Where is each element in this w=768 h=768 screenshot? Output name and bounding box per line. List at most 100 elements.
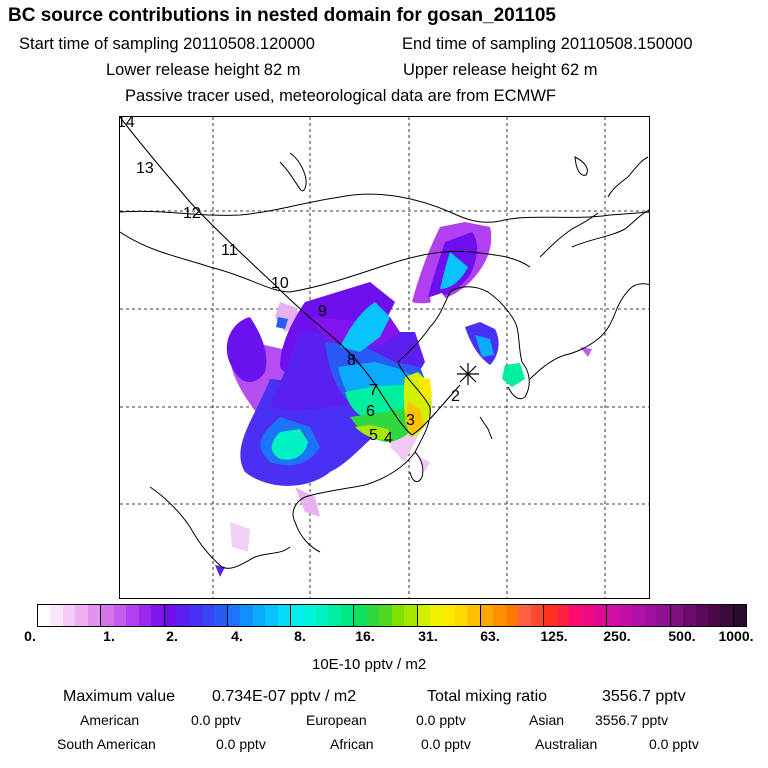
day-label: 10	[271, 275, 289, 292]
colorbar-segment	[265, 605, 278, 626]
colorbar-segment	[733, 605, 747, 626]
colorbar-segment	[569, 605, 582, 626]
day-label: 13	[136, 160, 154, 177]
max-value-label: Maximum value	[63, 688, 176, 705]
colorbar-segment	[708, 605, 721, 626]
colorbar-tick: 4.	[231, 628, 243, 644]
max-value: 0.734E-07 pptv / m2	[212, 688, 357, 705]
colorbar-segment	[430, 605, 443, 626]
start-time-label: Start time of sampling 20110508.120000	[19, 35, 315, 53]
colorbar-segment	[151, 605, 165, 626]
colorbar-segment	[340, 605, 355, 626]
region-label: Asian	[529, 712, 565, 728]
colorbar-segment	[62, 605, 76, 626]
region-label: American	[80, 712, 140, 728]
colorbar-segment	[164, 605, 177, 626]
map-canvas	[120, 117, 649, 598]
region-value: 0.0 pptv	[649, 736, 699, 752]
day-label: 4	[384, 430, 393, 447]
plot-title: BC source contributions in nested domain…	[8, 5, 556, 26]
colorbar-segment	[505, 605, 519, 626]
colorbar-segment	[252, 605, 266, 626]
colorbar-segment	[619, 605, 633, 626]
day-label: 6	[366, 403, 375, 420]
colorbar-segment	[593, 605, 608, 626]
colorbar-tick: 2.	[166, 628, 178, 644]
colorbar-segment	[87, 605, 102, 626]
region-label: Australian	[535, 736, 598, 752]
colorbar-segment	[38, 605, 51, 626]
colorbar-segment	[683, 605, 696, 626]
colorbar-tick: 8.	[294, 628, 306, 644]
lower-release-label: Lower release height 82 m	[106, 61, 301, 79]
colorbar-segment	[214, 605, 228, 626]
colorbar-segment	[101, 605, 114, 626]
region-value: 3556.7 pptv	[595, 712, 669, 728]
colorbar-segment	[291, 605, 304, 626]
region-value: 0.0 pptv	[191, 712, 241, 728]
map-panel: 14 13 12 11 10 9 8 7 6 5 4 3 2	[119, 116, 650, 599]
concentration-field	[215, 222, 592, 577]
colorbar-segment	[354, 605, 367, 626]
region-value: 0.0 pptv	[216, 736, 266, 752]
colorbar-segment	[138, 605, 152, 626]
total-mixing-label: Total mixing ratio	[427, 688, 548, 705]
colorbar-tick: 125.	[540, 628, 568, 644]
colorbar-unit: 10E-10 pptv / m2	[312, 656, 427, 673]
star-icon	[457, 363, 479, 385]
colorbar-segment	[518, 605, 531, 626]
colorbar-segment	[556, 605, 570, 626]
colorbar-tick: 63.	[480, 628, 500, 644]
colorbar-segment	[607, 605, 620, 626]
colorbar-segment	[303, 605, 316, 626]
colorbar-tick: 31.	[418, 628, 438, 644]
colorbar-segment	[379, 605, 392, 626]
colorbar-tick: 500.	[668, 628, 696, 644]
colorbar-segment	[201, 605, 215, 626]
region-value: 0.0 pptv	[416, 712, 466, 728]
colorbar-segment	[632, 605, 645, 626]
colorbar-segment	[644, 605, 658, 626]
region-label: South American	[57, 736, 156, 752]
colorbar-segment	[75, 605, 88, 626]
colorbar-segment	[391, 605, 405, 626]
colorbar-segment	[493, 605, 506, 626]
day-label: 12	[183, 205, 201, 222]
region-label: African	[330, 736, 374, 752]
colorbar-segment	[442, 605, 455, 626]
colorbar-segment	[126, 605, 139, 626]
coastlines	[120, 152, 649, 569]
colorbar-segment	[189, 605, 202, 626]
total-mixing-value: 3556.7 pptv	[602, 688, 686, 705]
colorbar-segment	[581, 605, 594, 626]
colorbar-segment	[720, 605, 734, 626]
colorbar-segment	[50, 605, 63, 626]
colorbar-segment	[657, 605, 671, 626]
colorbar-segment	[544, 605, 557, 626]
colorbar-tick: 1.	[103, 628, 115, 644]
colorbar	[37, 604, 747, 627]
colorbar-segment	[328, 605, 341, 626]
trajectory-path	[120, 117, 461, 436]
upper-release-label: Upper release height 62 m	[403, 61, 598, 79]
colorbar-segment	[227, 605, 241, 626]
end-time-label: End time of sampling 20110508.150000	[402, 35, 693, 53]
day-label: 2	[451, 388, 460, 405]
day-label: 11	[221, 242, 238, 259]
day-label: 9	[318, 303, 327, 320]
colorbar-segment	[480, 605, 494, 626]
day-label: 5	[369, 427, 378, 444]
day-label: 3	[406, 412, 415, 429]
colorbar-segment	[454, 605, 468, 626]
colorbar-segment	[315, 605, 329, 626]
day-label: 14	[120, 116, 135, 131]
colorbar-segment	[467, 605, 481, 626]
colorbar-segment	[277, 605, 292, 626]
colorbar-segment	[670, 605, 684, 626]
colorbar-segment	[530, 605, 545, 626]
colorbar-segment	[404, 605, 418, 626]
tracer-note: Passive tracer used, meteorological data…	[125, 87, 556, 105]
colorbar-tick: 0.	[24, 628, 36, 644]
day-label: 8	[347, 352, 356, 369]
colorbar-segment	[113, 605, 127, 626]
